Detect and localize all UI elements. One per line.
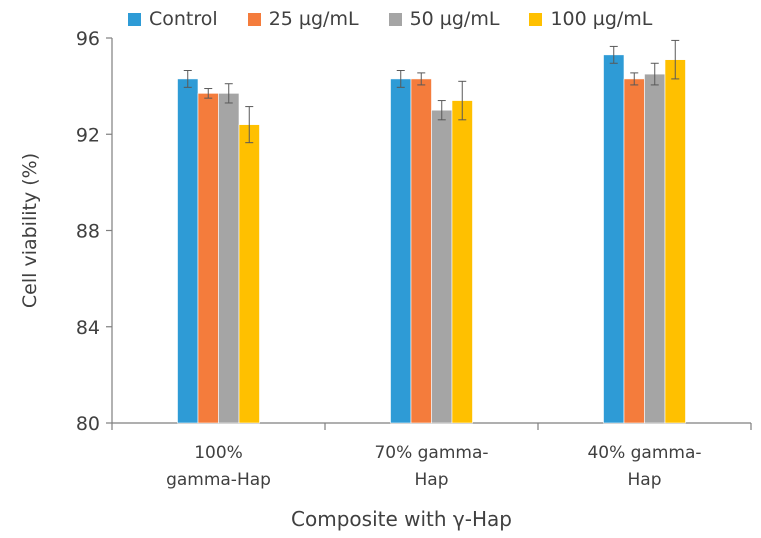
legend-item-50: 50 µg/mL (388, 8, 500, 30)
bar-control-0 (177, 78, 199, 424)
y-axis-title: Cell viability (%) (19, 153, 41, 308)
y-tick-label-0: 80 (76, 413, 100, 435)
y-tick-label-3: 92 (76, 124, 100, 146)
bar-25-g-ml-2 (623, 78, 645, 424)
legend-item-100: 100 µg/mL (529, 8, 652, 30)
bar-50-g-ml-1 (431, 109, 453, 424)
bar-25-g-ml-1 (410, 78, 432, 424)
bar-50-g-ml-0 (218, 93, 240, 424)
legend-label-50: 50 µg/mL (409, 8, 500, 30)
legend: Control 25 µg/mL 50 µg/mL 100 µg/mL (128, 8, 682, 30)
legend-label-100: 100 µg/mL (550, 8, 653, 30)
x-tick-label-0-0: 100% (194, 443, 243, 463)
x-tick-label-1-0: 70% gamma- (374, 443, 488, 463)
legend-swatch-25 (247, 12, 261, 26)
bar-100-g-ml-0 (238, 124, 260, 424)
legend-item-25: 25 µg/mL (247, 8, 359, 30)
legend-label-control: Control (149, 8, 218, 30)
bar-100-g-ml-1 (451, 100, 473, 424)
x-tick-label-0-1: gamma-Hap (166, 470, 271, 490)
legend-label-25: 25 µg/mL (268, 8, 359, 30)
y-tick-label-1: 84 (76, 317, 100, 339)
x-axis-title: Composite with γ-Hap (291, 507, 512, 531)
y-tick-label-2: 88 (76, 221, 100, 243)
bar-25-g-ml-0 (197, 93, 219, 424)
legend-swatch-100 (529, 12, 543, 26)
x-tick-label-2-0: 40% gamma- (587, 443, 701, 463)
x-tick-label-1-1: Hap (415, 470, 449, 490)
bar-control-2 (603, 54, 625, 424)
bar-control-1 (390, 78, 412, 424)
x-tick-label-2-1: Hap (628, 470, 662, 490)
legend-item-control: Control (128, 8, 218, 30)
legend-swatch-50 (388, 12, 402, 26)
bar-100-g-ml-2 (664, 59, 686, 424)
bar-50-g-ml-2 (644, 73, 666, 424)
y-tick-label-4: 96 (76, 28, 100, 50)
legend-swatch-control (128, 12, 141, 26)
